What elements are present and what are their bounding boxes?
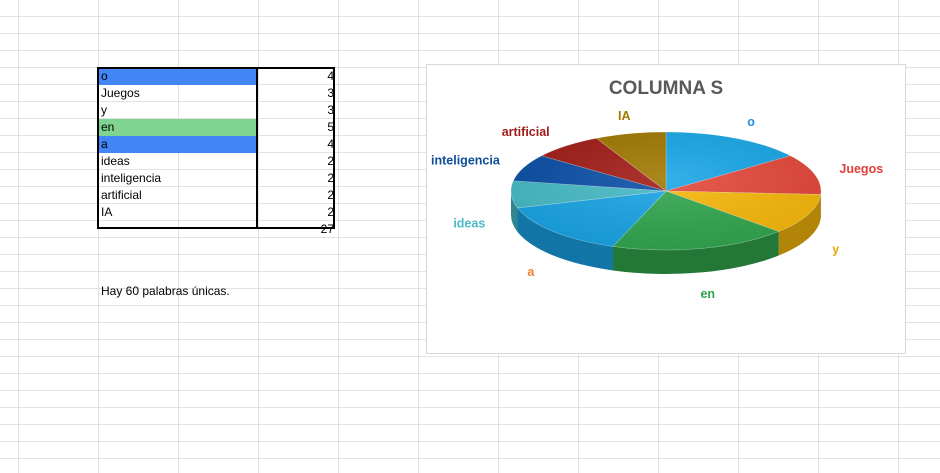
pie-label-en: en [700, 287, 715, 301]
pie-label-IA: IA [618, 109, 631, 123]
pie-chart[interactable]: COLUMNA S o Juegos y en a ideas inteligencia art… [426, 64, 906, 354]
table-border [97, 67, 335, 229]
pie-slice-side-en [612, 231, 779, 274]
pie-slice-side-y [778, 194, 821, 256]
pie-label-inteligencia: inteligencia [431, 154, 501, 168]
word-cell[interactable]: o [101, 69, 108, 83]
word-cell[interactable]: en [101, 120, 115, 134]
pie-side [511, 191, 821, 274]
pie-slice-side-ideas [511, 191, 518, 232]
unique-words-note[interactable]: Hay 60 palabras únicas. [101, 284, 230, 298]
pie-label-o: o [747, 115, 755, 129]
word-cell[interactable]: a [101, 137, 108, 151]
word-cell[interactable]: inteligencia [101, 171, 162, 185]
table-column-divider [256, 67, 258, 229]
count-cell[interactable]: 5 [327, 120, 334, 134]
cell-highlight [98, 136, 257, 153]
count-cell[interactable]: 2 [327, 154, 334, 168]
pie-label-ideas: ideas [453, 216, 485, 230]
count-cell[interactable]: 3 [327, 86, 334, 100]
pie-top-sheen [511, 132, 821, 250]
count-cell[interactable]: 2 [327, 171, 334, 185]
pie-label-Juegos: Juegos [839, 162, 883, 176]
count-cell[interactable]: 2 [327, 188, 334, 202]
cell-highlight [98, 68, 257, 85]
cell-highlight [98, 119, 257, 136]
word-cell[interactable]: ideas [101, 154, 130, 168]
count-cell[interactable]: 4 [327, 69, 334, 83]
word-cell[interactable]: artificial [101, 188, 142, 202]
pie-labels: o Juegos y en a ideas inteligencia artificial IA [431, 109, 883, 301]
count-cell[interactable]: 2 [327, 205, 334, 219]
pie-label-y: y [832, 242, 839, 256]
pie-slice-side-a [517, 207, 613, 271]
pie-label-a: a [527, 265, 535, 279]
count-cell[interactable]: 4 [327, 137, 334, 151]
pie-chart-svg: COLUMNA S o Juegos y en a ideas inteligencia art… [431, 78, 883, 301]
count-cell[interactable]: 3 [327, 103, 334, 117]
total-cell[interactable]: 27 [320, 222, 334, 236]
word-cell[interactable]: y [101, 103, 107, 117]
word-cell[interactable]: Juegos [101, 86, 140, 100]
word-cell[interactable]: IA [101, 205, 113, 219]
pie-label-artificial: artificial [502, 125, 550, 139]
chart-title: COLUMNA S [609, 78, 723, 99]
